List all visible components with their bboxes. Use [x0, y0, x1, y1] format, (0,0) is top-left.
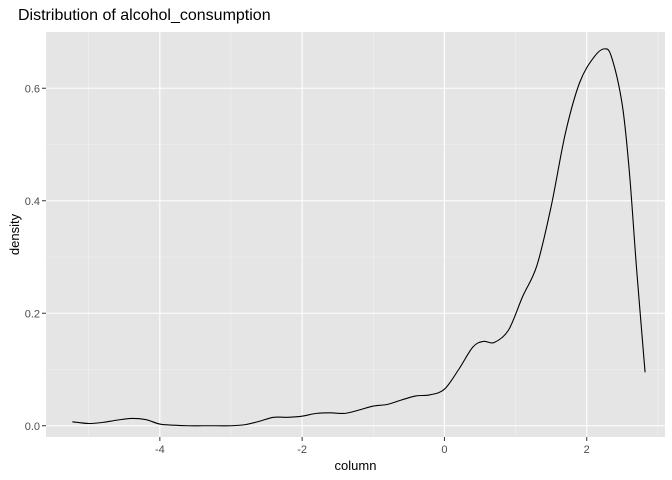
y-tick-label: 0.2 — [25, 308, 40, 320]
major-gridlines — [46, 32, 665, 437]
y-tick-label: 0.4 — [25, 196, 40, 208]
minor-gridlines — [46, 32, 665, 437]
x-tick-label: 0 — [441, 444, 447, 456]
x-tick-label: -4 — [155, 444, 165, 456]
x-tick-label: -2 — [297, 444, 307, 456]
y-axis-title: density — [7, 213, 22, 255]
x-axis-title: column — [335, 458, 377, 473]
x-tick-label: 2 — [584, 444, 590, 456]
chart-title: Distribution of alcohol_consumption — [18, 7, 271, 24]
y-axis: 0.0 0.2 0.4 0.6 — [25, 83, 46, 433]
plot-panel — [46, 32, 665, 437]
y-tick-label: 0.0 — [25, 421, 40, 433]
x-axis: -4 -2 0 2 — [155, 437, 590, 456]
y-tick-label: 0.6 — [25, 83, 40, 95]
density-curve — [72, 48, 646, 427]
